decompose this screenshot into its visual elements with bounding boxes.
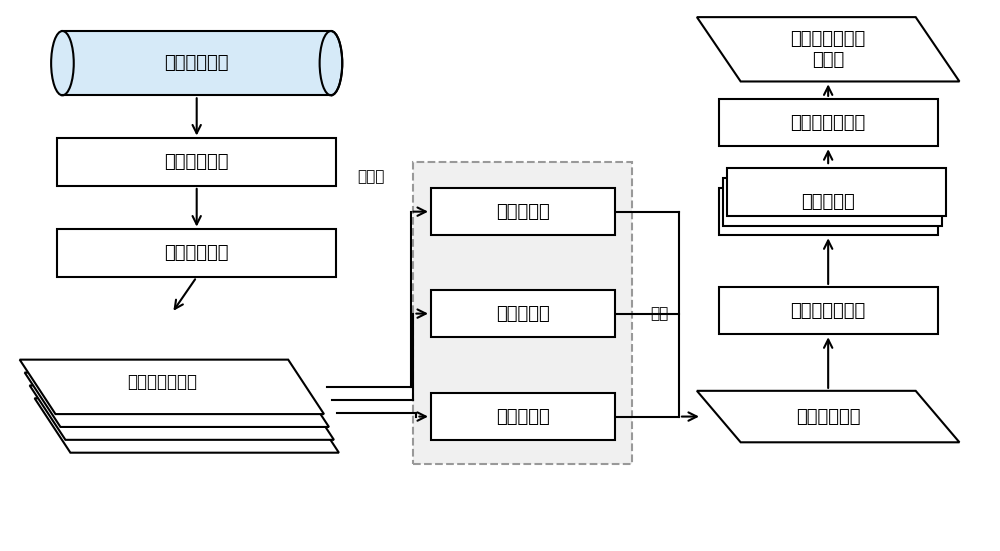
Text: 坐标投影变换: 坐标投影变换 (164, 153, 229, 171)
Bar (719, 99, 938, 147)
Polygon shape (30, 385, 334, 440)
Text: 转向点检测: 转向点检测 (496, 408, 550, 425)
Bar (727, 168, 946, 215)
Text: 并行化: 并行化 (357, 170, 384, 185)
Bar (57, 138, 336, 186)
Polygon shape (35, 398, 339, 453)
Polygon shape (697, 391, 959, 442)
Text: 合并: 合并 (650, 306, 668, 321)
Text: 转向点检测: 转向点检测 (496, 305, 550, 323)
Bar (719, 188, 938, 235)
Bar (723, 178, 942, 225)
Bar (719, 287, 938, 334)
Text: 化简后轨迹数据: 化简后轨迹数据 (127, 373, 197, 391)
Text: 转向采样点集: 转向采样点集 (796, 408, 860, 425)
Text: 原始轨迹数据: 原始轨迹数据 (164, 54, 229, 72)
Text: 自适应统计聚类: 自适应统计聚类 (791, 301, 866, 320)
Bar (57, 229, 336, 277)
Text: 采样点聚类: 采样点聚类 (801, 193, 855, 210)
Polygon shape (25, 372, 329, 427)
Text: 最小外接圆拟合: 最小外接圆拟合 (791, 114, 866, 132)
Text: 转向点检测: 转向点检测 (496, 203, 550, 220)
Bar (413, 162, 632, 464)
Ellipse shape (51, 31, 74, 95)
Polygon shape (20, 360, 324, 414)
Text: 交叉口中心位置
和半径: 交叉口中心位置 和半径 (791, 30, 866, 69)
Bar (62, 31, 331, 95)
Ellipse shape (320, 31, 342, 95)
Text: 轨迹数据化简: 轨迹数据化简 (164, 244, 229, 262)
Bar (431, 393, 615, 440)
Bar (431, 290, 615, 337)
Bar (431, 188, 615, 235)
Polygon shape (697, 17, 959, 82)
